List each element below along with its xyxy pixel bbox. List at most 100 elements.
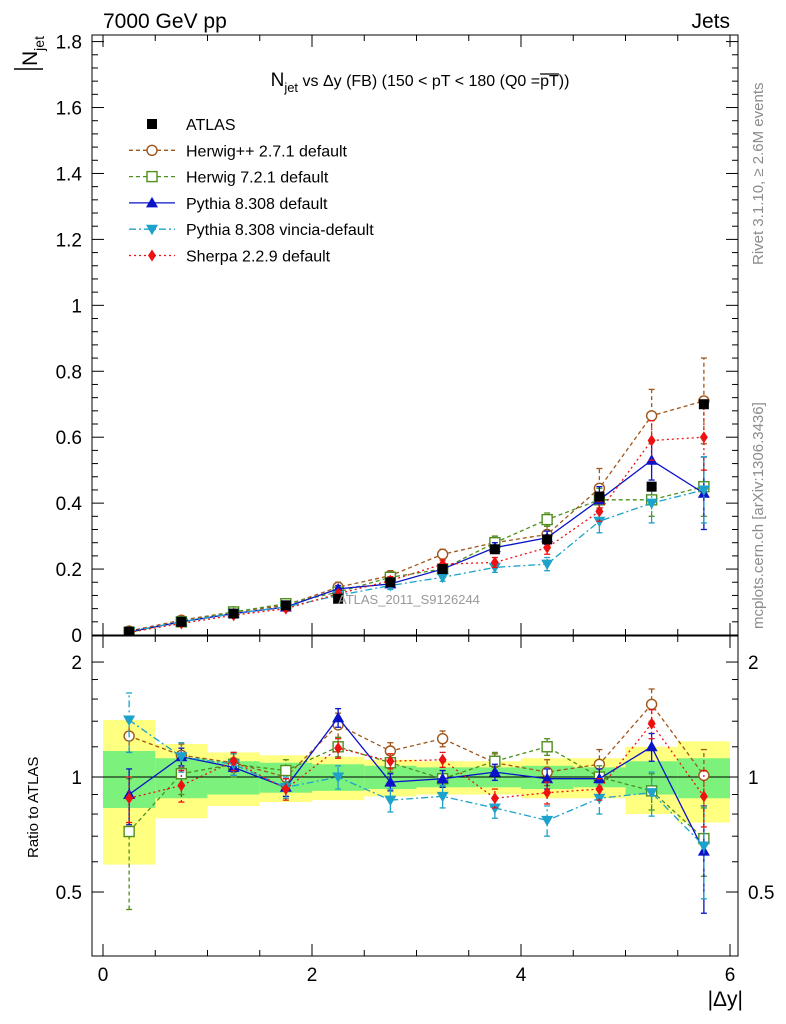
y-tick-label: 1.4: [56, 164, 83, 185]
atlas-data-point: [333, 593, 344, 604]
ratio-point: [645, 740, 658, 752]
ratio-point: [436, 772, 449, 784]
y-tick-label: 0.2: [56, 560, 82, 581]
ratio-tick-label-right: 0.5: [748, 883, 774, 904]
ratio-point: [647, 717, 656, 730]
reference-points: [124, 399, 709, 635]
data-point: [543, 541, 552, 554]
ratio-point: [177, 779, 186, 792]
mcplots-label: mcplots.cern.ch [arXiv:1306.3436]: [750, 402, 767, 629]
atlas-data-point: [280, 600, 291, 611]
legend-label: ATLAS: [186, 117, 236, 134]
ratio-point: [229, 755, 238, 768]
ratio-point: [332, 772, 345, 784]
legend-entry: Sherpa 2.2.9 default: [129, 249, 331, 266]
legend-marker: [147, 119, 157, 129]
legend-label: Herwig 7.2.1 default: [186, 170, 329, 187]
ratio-point: [543, 786, 552, 799]
data-point: [697, 485, 710, 496]
legend-entry: ATLAS: [147, 117, 236, 134]
ratio-point: [125, 792, 134, 805]
y-axis-label: Njet: [14, 36, 47, 70]
ratio-point: [281, 783, 290, 796]
ratio-point: [384, 795, 397, 807]
ratio-tick-label: 0.5: [56, 883, 82, 904]
series-line: [129, 459, 705, 633]
ratio-point: [645, 788, 658, 799]
ratio-point: [386, 755, 395, 768]
series-line: [129, 489, 705, 633]
y-tick-label: 1.6: [56, 99, 82, 120]
series-2-ratio: [123, 708, 710, 914]
series-line: [128, 486, 705, 633]
title-sub: jet: [283, 80, 298, 95]
ratio-point: [488, 766, 501, 777]
series-ratio-line: [128, 703, 705, 778]
svg-text:Njet vs Δy (FB) (150 < pT < 18: Njet vs Δy (FB) (150 < pT < 180 (Q0 =pT)…: [271, 70, 570, 95]
title-close: )): [559, 73, 570, 90]
legend-entry: Pythia 8.308 vincia-default: [129, 222, 374, 239]
title-pt-bar: pT: [540, 73, 559, 90]
atlas-data-point: [124, 626, 135, 635]
ratio-point: [541, 815, 554, 827]
atlas-data-point: [489, 544, 500, 555]
ratio-point: [595, 783, 604, 796]
series-4-ratio: [125, 709, 708, 828]
x-tick-label: 0: [98, 965, 109, 986]
data-point: [595, 505, 604, 518]
data-point: [593, 516, 606, 528]
header-right: Jets: [691, 10, 730, 33]
data-point: [436, 572, 449, 584]
ratio-point: [645, 698, 658, 711]
y-tick-label: 1: [71, 296, 82, 317]
legend: ATLAS Herwig++ 2.7.1 default Herwig 7.2.1 …: [129, 117, 374, 266]
x-tick-label: 4: [516, 965, 527, 986]
x-tick-label: 2: [307, 965, 318, 986]
ratio-tick-label: 2: [71, 653, 82, 674]
atlas-data-point: [228, 608, 239, 619]
series-line: [129, 436, 704, 634]
ratio-point: [541, 741, 553, 753]
legend-entry: Herwig++ 2.7.1 default: [129, 143, 348, 160]
ratio-y-label: Ratio to ATLAS: [25, 757, 42, 858]
ratio-tick-label-right: 2: [748, 653, 759, 674]
atlas-data-point: [594, 491, 605, 502]
data-point: [490, 556, 499, 569]
ratio-tick-label: 1: [71, 768, 82, 789]
legend-entry: Herwig 7.2.1 default: [129, 170, 329, 187]
series-ratio-line: [128, 719, 705, 847]
data-point: [645, 498, 658, 510]
ratio-point: [334, 742, 343, 755]
rivet-label: Rivet 3.1.10, ≥ 2.6M events: [750, 83, 767, 266]
title-rest: vs Δy (FB) (150 < pT < 180 (Q0 =: [298, 73, 540, 90]
legend-entry: Pythia 8.308 default: [129, 196, 328, 213]
ratio-tick-label-right: 1: [748, 768, 759, 789]
y-tick-label: 0.4: [56, 494, 83, 515]
data-point: [647, 434, 656, 447]
y-tick-label: 0.8: [56, 362, 82, 383]
legend-marker: [146, 144, 158, 157]
legend-label: Sherpa 2.2.9 default: [186, 249, 331, 266]
atlas-data-point: [646, 481, 657, 492]
series-ratio-line: [128, 722, 705, 799]
atlas-data-point: [437, 564, 448, 575]
ratio-point: [438, 753, 447, 766]
atlas-data-point: [176, 616, 187, 627]
data-point: [541, 513, 553, 526]
x-axis-label: |Δy|: [708, 988, 743, 1011]
atlas-data-point: [542, 534, 553, 545]
plot-frames: [91, 34, 739, 957]
y-tick-label: 0.6: [56, 428, 82, 449]
data-point: [541, 559, 554, 571]
data-point: [436, 548, 449, 560]
legend-label: Pythia 8.308 vincia-default: [186, 222, 374, 239]
ratio-point: [541, 772, 554, 784]
legend-label: Herwig++ 2.7.1 default: [186, 143, 348, 160]
ratio-point: [699, 790, 708, 803]
legend-marker: [146, 196, 158, 208]
atlas-data-point: [698, 399, 709, 410]
main-plot-frame: [91, 34, 739, 636]
data-point: [645, 410, 658, 422]
ratio-point: [280, 764, 292, 777]
